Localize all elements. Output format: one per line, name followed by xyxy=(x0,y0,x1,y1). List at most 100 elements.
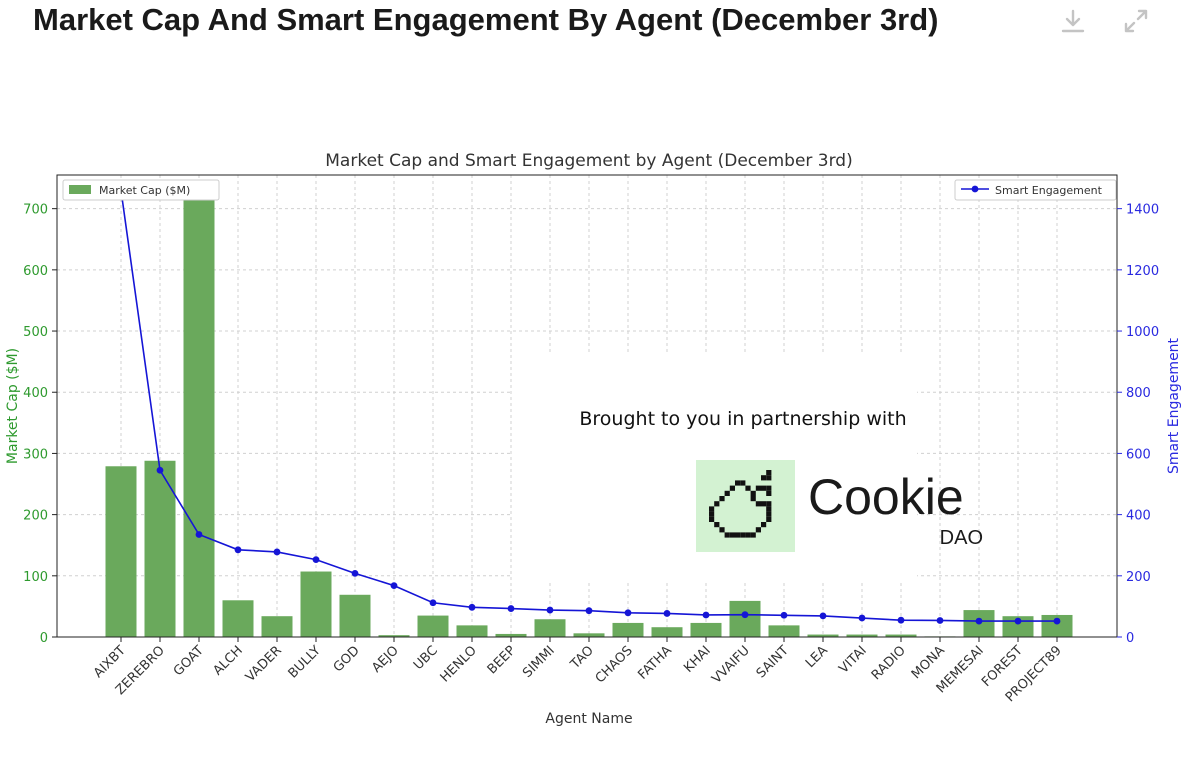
cookie-pixel xyxy=(709,506,715,512)
plot-frame xyxy=(56,174,1118,638)
bar-khai xyxy=(690,622,722,637)
bar-beep xyxy=(495,633,527,637)
bar-lea xyxy=(807,634,839,637)
logo-background xyxy=(696,460,795,552)
bar-ubc xyxy=(417,615,449,637)
legends: Market Cap ($M) Smart Engagement xyxy=(62,179,1117,201)
x-tick-label: LEA xyxy=(803,643,831,671)
cookie-pixel xyxy=(766,470,772,476)
point-bully xyxy=(312,556,320,563)
legend-left-box xyxy=(62,179,220,201)
point-goat xyxy=(195,531,203,538)
cookie-pixel xyxy=(729,532,735,538)
bar-vvaifu xyxy=(729,600,761,637)
x-tick-label: AIXBT xyxy=(91,643,129,681)
bar-alch xyxy=(222,600,254,637)
bar-vader xyxy=(261,616,293,637)
cookie-pixel xyxy=(766,485,772,491)
bar-bully xyxy=(300,571,332,637)
cookie-pixel xyxy=(709,516,715,522)
cookie-pixel xyxy=(766,501,772,507)
point-forest xyxy=(1014,617,1022,625)
point-chaos xyxy=(624,609,632,617)
cookie-pixel xyxy=(766,511,772,517)
cookie-pixel xyxy=(766,475,772,481)
x-tick-label: VADER xyxy=(243,643,285,685)
cookie-pixel xyxy=(714,501,720,507)
y-axis-label: Market Cap ($M) xyxy=(5,348,21,464)
point-vvaifu xyxy=(741,611,749,619)
point-simmi xyxy=(546,606,554,614)
cookie-pixel xyxy=(719,527,725,533)
point-mona xyxy=(936,617,944,624)
x-tick-label: VITAI xyxy=(836,643,870,677)
plot-border xyxy=(56,174,1118,638)
x-tick-label: BULLY xyxy=(286,643,324,681)
y2-tick-label: 600 xyxy=(1126,447,1151,462)
x-tick-label: FATHA xyxy=(635,643,675,683)
point-god xyxy=(351,569,359,577)
download-button[interactable] xyxy=(1056,4,1090,38)
bar-saint xyxy=(768,625,800,637)
point-tao xyxy=(585,607,593,615)
bar-aejo xyxy=(378,635,410,637)
cookie-pixel xyxy=(755,501,761,507)
bar-radio xyxy=(885,634,917,637)
logo-word: Cookie xyxy=(808,469,964,525)
y2-tick-label: 1400 xyxy=(1126,203,1159,218)
y-tick-label: 500 xyxy=(23,325,48,340)
cookie-pixel xyxy=(766,506,772,512)
cookie-pixel xyxy=(735,480,741,486)
cookie-pixel xyxy=(761,485,767,491)
download-icon xyxy=(1061,9,1085,33)
cookie-pixel xyxy=(761,475,767,481)
x-tick-label: ALCH xyxy=(210,643,245,678)
y-tick-label: 700 xyxy=(23,203,48,218)
legend-right-marker xyxy=(971,185,979,193)
point-ubc xyxy=(429,599,437,607)
point-memesai xyxy=(975,617,983,625)
cookie-pixel xyxy=(750,496,756,502)
cookie-pixel xyxy=(761,501,767,507)
x-tick-label: CHAOS xyxy=(593,643,636,686)
x-tick-label: AEJO xyxy=(369,643,402,676)
cookie-pixel xyxy=(745,532,751,538)
cookie-pixel xyxy=(729,485,735,491)
point-fatha xyxy=(663,610,671,617)
expand-button[interactable] xyxy=(1119,4,1153,38)
bar-aixbt xyxy=(105,466,137,637)
x-tick-label: BEEP xyxy=(485,643,519,677)
point-beep xyxy=(507,605,515,612)
market-cap-bars xyxy=(105,196,1073,637)
point-lea xyxy=(819,612,827,620)
expand-icon xyxy=(1124,9,1148,33)
x-tick-label: UBC xyxy=(411,643,441,673)
point-saint xyxy=(780,611,788,619)
point-khai xyxy=(702,611,710,619)
cookie-pixel xyxy=(755,527,761,533)
point-aejo xyxy=(390,582,398,589)
bar-chaos xyxy=(612,622,644,637)
y2-tick-label: 800 xyxy=(1126,386,1151,401)
cookie-pixel xyxy=(745,485,751,491)
cookie-pixel xyxy=(724,532,730,538)
y2-tick-label: 200 xyxy=(1126,570,1151,585)
y2-tick-label: 1200 xyxy=(1126,264,1159,279)
cookie-icon xyxy=(709,470,772,538)
cookie-pixel xyxy=(719,496,725,502)
cookie-pixel xyxy=(709,511,715,517)
y2-tick-label: 0 xyxy=(1126,631,1134,646)
point-project89 xyxy=(1053,617,1061,625)
bar-simmi xyxy=(534,619,566,637)
x-axis-label: Agent Name xyxy=(545,711,632,727)
cookie-pixel xyxy=(740,532,746,538)
y-tick-label: 100 xyxy=(23,570,48,585)
smart-engagement-line xyxy=(117,186,1061,625)
x-tick-label: TAO xyxy=(567,643,597,673)
point-vitai xyxy=(858,614,866,622)
point-alch xyxy=(234,546,242,554)
x-tick-label: SIMMI xyxy=(520,643,558,681)
bar-vitai xyxy=(846,634,878,637)
bar-henlo xyxy=(456,625,488,637)
